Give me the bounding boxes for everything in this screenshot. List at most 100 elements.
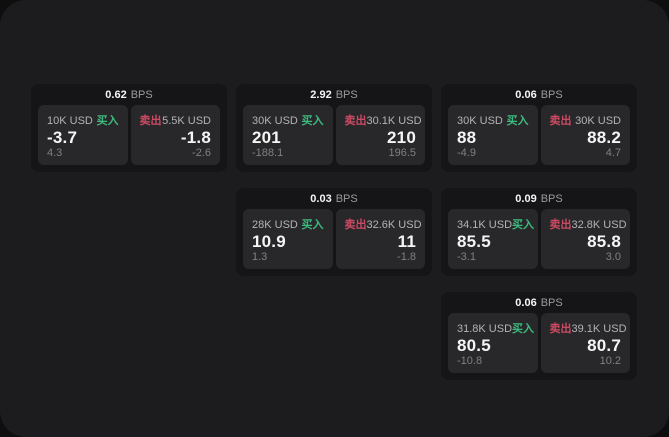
- sell-amount: 39.1K USD: [571, 323, 627, 335]
- quote-card[interactable]: 0.06 BPS 31.8K USD 买入 80.5 -10.8 卖出 39.1…: [441, 292, 637, 380]
- sell-change: 4.7: [605, 147, 621, 159]
- spread-value: 0.09: [515, 192, 537, 205]
- buy-change: -3.1: [457, 251, 476, 263]
- buy-side-label: 买入: [96, 115, 119, 127]
- sell-tile-top: 卖出 5.5K USD: [140, 112, 212, 128]
- buy-tile-top: 30K USD 买入: [457, 112, 529, 128]
- spread-value: 0.06: [515, 296, 537, 309]
- buy-tile-top: 30K USD 买入: [252, 112, 324, 128]
- buy-side-label: 买入: [512, 323, 535, 335]
- spread-header: 0.09 BPS: [448, 188, 630, 209]
- quote-tiles: 31.8K USD 买入 80.5 -10.8 卖出 39.1K USD 80.…: [448, 313, 630, 373]
- sell-price: 11: [397, 232, 416, 251]
- buy-quote-tile[interactable]: 10K USD 买入 -3.7 4.3: [38, 105, 128, 165]
- spread-header: 0.03 BPS: [243, 188, 425, 209]
- quote-card[interactable]: 0.06 BPS 30K USD 买入 88 -4.9 卖出 30K USD 8…: [441, 84, 637, 172]
- buy-price: 88: [457, 128, 477, 147]
- quote-card[interactable]: 0.09 BPS 34.1K USD 买入 85.5 -3.1 卖出 32.8K…: [441, 188, 637, 276]
- buy-side-label: 买入: [506, 115, 529, 127]
- buy-quote-tile[interactable]: 31.8K USD 买入 80.5 -10.8: [448, 313, 538, 373]
- sell-quote-tile[interactable]: 卖出 5.5K USD -1.8 -2.6: [130, 105, 220, 165]
- sell-change: 3.0: [605, 251, 621, 263]
- sell-side-label: 卖出: [139, 115, 162, 127]
- bps-unit-label: BPS: [540, 192, 563, 205]
- sell-quote-tile[interactable]: 卖出 39.1K USD 80.7 10.2: [540, 313, 630, 373]
- buy-price: 85.5: [457, 232, 491, 251]
- sell-amount: 32.6K USD: [366, 219, 422, 231]
- quote-card[interactable]: 0.03 BPS 28K USD 买入 10.9 1.3 卖出 32.6K US…: [236, 188, 432, 276]
- sell-amount: 32.8K USD: [571, 219, 627, 231]
- quote-card[interactable]: 2.92 BPS 30K USD 买入 201 -188.1 卖出 30.1K …: [236, 84, 432, 172]
- quote-tiles: 28K USD 买入 10.9 1.3 卖出 32.6K USD 11 -1.8: [243, 209, 425, 269]
- quote-tiles: 30K USD 买入 201 -188.1 卖出 30.1K USD 210 1…: [243, 105, 425, 165]
- bps-unit-label: BPS: [540, 88, 563, 101]
- bps-unit-label: BPS: [130, 88, 153, 101]
- buy-tile-top: 10K USD 买入: [47, 112, 119, 128]
- bps-unit-label: BPS: [335, 192, 358, 205]
- sell-amount: 30.1K USD: [366, 115, 422, 127]
- quote-tiles: 34.1K USD 买入 85.5 -3.1 卖出 32.8K USD 85.8…: [448, 209, 630, 269]
- buy-price: -3.7: [47, 128, 78, 147]
- buy-side-label: 买入: [512, 219, 535, 231]
- buy-quote-tile[interactable]: 30K USD 买入 201 -188.1: [243, 105, 333, 165]
- buy-price: 10.9: [252, 232, 286, 251]
- sell-change: 10.2: [599, 355, 621, 367]
- sell-change: -1.8: [397, 251, 416, 263]
- buy-change: -4.9: [457, 147, 476, 159]
- sell-tile-top: 卖出 32.8K USD: [550, 216, 627, 232]
- sell-change: -2.6: [192, 147, 211, 159]
- buy-amount: 10K USD: [47, 115, 93, 127]
- bps-unit-label: BPS: [335, 88, 358, 101]
- sell-price: 210: [387, 128, 416, 147]
- buy-tile-top: 31.8K USD 买入: [457, 320, 534, 336]
- spread-value: 2.92: [310, 88, 332, 101]
- spread-value: 0.62: [105, 88, 127, 101]
- spread-value: 0.03: [310, 192, 332, 205]
- sell-price: 80.7: [587, 336, 621, 355]
- buy-price: 80.5: [457, 336, 491, 355]
- spread-header: 2.92 BPS: [243, 84, 425, 105]
- sell-price: 85.8: [587, 232, 621, 251]
- sell-side-label: 卖出: [549, 323, 572, 335]
- spread-value: 0.06: [515, 88, 537, 101]
- buy-quote-tile[interactable]: 28K USD 买入 10.9 1.3: [243, 209, 333, 269]
- sell-side-label: 卖出: [549, 115, 572, 127]
- sell-side-label: 卖出: [344, 219, 367, 231]
- bps-unit-label: BPS: [540, 296, 563, 309]
- sell-quote-tile[interactable]: 卖出 30.1K USD 210 196.5: [335, 105, 425, 165]
- sell-tile-top: 卖出 32.6K USD: [344, 216, 422, 232]
- buy-quote-tile[interactable]: 30K USD 买入 88 -4.9: [448, 105, 538, 165]
- buy-amount: 30K USD: [457, 115, 503, 127]
- sell-tile-top: 卖出 30.1K USD: [344, 112, 422, 128]
- spread-header: 0.62 BPS: [38, 84, 220, 105]
- buy-amount: 28K USD: [252, 219, 298, 231]
- sell-price: -1.8: [180, 128, 211, 147]
- buy-amount: 34.1K USD: [457, 219, 513, 231]
- sell-quote-tile[interactable]: 卖出 30K USD 88.2 4.7: [540, 105, 630, 165]
- buy-tile-top: 28K USD 买入: [252, 216, 324, 232]
- sell-tile-top: 卖出 39.1K USD: [549, 320, 627, 336]
- buy-side-label: 买入: [301, 219, 324, 231]
- buy-side-label: 买入: [301, 115, 324, 127]
- buy-amount: 30K USD: [252, 115, 298, 127]
- sell-quote-tile[interactable]: 卖出 32.6K USD 11 -1.8: [335, 209, 425, 269]
- spread-header: 0.06 BPS: [448, 84, 630, 105]
- quote-tiles: 10K USD 买入 -3.7 4.3 卖出 5.5K USD -1.8 -2.…: [38, 105, 220, 165]
- quote-tiles: 30K USD 买入 88 -4.9 卖出 30K USD 88.2 4.7: [448, 105, 630, 165]
- spread-header: 0.06 BPS: [448, 292, 630, 313]
- buy-quote-tile[interactable]: 34.1K USD 买入 85.5 -3.1: [448, 209, 538, 269]
- sell-change: 196.5: [388, 147, 416, 159]
- sell-amount: 5.5K USD: [162, 115, 211, 127]
- quote-card-grid: 0.62 BPS 10K USD 买入 -3.7 4.3 卖出 5.5K USD…: [31, 84, 637, 380]
- buy-change: -10.8: [457, 355, 483, 367]
- buy-price: 201: [252, 128, 281, 147]
- sell-side-label: 卖出: [344, 115, 367, 127]
- buy-tile-top: 34.1K USD 买入: [457, 216, 534, 232]
- sell-quote-tile[interactable]: 卖出 32.8K USD 85.8 3.0: [540, 209, 630, 269]
- buy-amount: 31.8K USD: [457, 323, 513, 335]
- quote-card[interactable]: 0.62 BPS 10K USD 买入 -3.7 4.3 卖出 5.5K USD…: [31, 84, 227, 172]
- sell-price: 88.2: [587, 128, 621, 147]
- buy-change: 1.3: [252, 251, 268, 263]
- buy-change: 4.3: [47, 147, 63, 159]
